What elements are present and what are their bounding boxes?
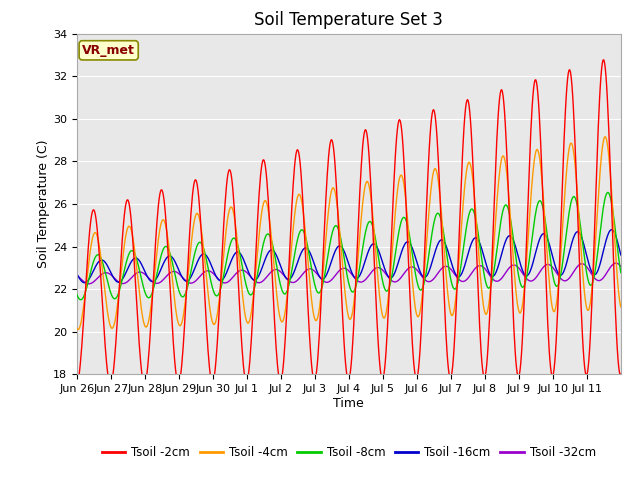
Text: VR_met: VR_met xyxy=(82,44,135,57)
Title: Soil Temperature Set 3: Soil Temperature Set 3 xyxy=(254,11,444,29)
X-axis label: Time: Time xyxy=(333,397,364,410)
Y-axis label: Soil Temperature (C): Soil Temperature (C) xyxy=(37,140,50,268)
Legend: Tsoil -2cm, Tsoil -4cm, Tsoil -8cm, Tsoil -16cm, Tsoil -32cm: Tsoil -2cm, Tsoil -4cm, Tsoil -8cm, Tsoi… xyxy=(97,442,600,464)
